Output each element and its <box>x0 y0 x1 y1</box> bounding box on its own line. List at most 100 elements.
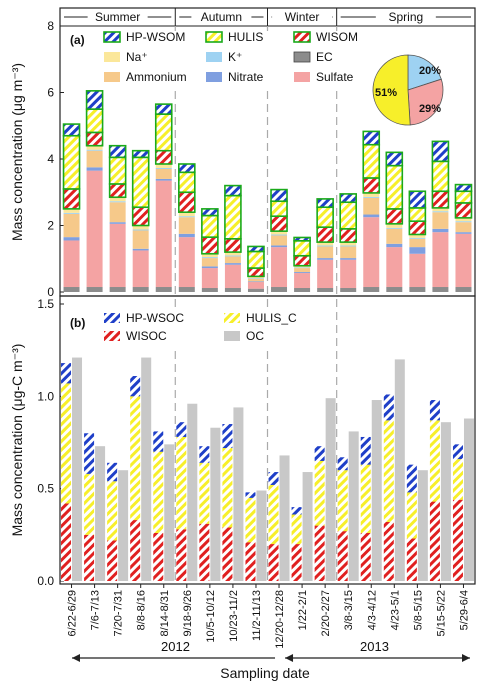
pie-slice-k <box>407 54 442 91</box>
bar-segment-ec <box>109 287 126 292</box>
bar-segment-ec <box>409 287 426 292</box>
bar-segment-hulisc <box>452 459 463 500</box>
bar-segment-nitrate <box>455 232 472 234</box>
bar-oc <box>394 359 405 581</box>
bar-segment-hpwsom <box>431 140 450 163</box>
bar-oc <box>210 427 221 581</box>
x-tick-label: 5/15-5/22 <box>435 590 447 636</box>
bar-segment-hulis <box>224 194 242 240</box>
y-tick-label: 8 <box>47 19 54 33</box>
x-tick-label: 2/20-2/27 <box>320 590 332 636</box>
legend-swatch-hulisc <box>224 313 240 323</box>
season-label: Autumn <box>201 10 242 24</box>
bar-segment-wisom <box>224 238 242 253</box>
year-arrows: 2012 2013 <box>72 639 470 662</box>
legend-box <box>98 309 328 349</box>
bar-segment-nitrate <box>432 228 449 233</box>
legend-swatch-hulis <box>205 31 223 43</box>
legend-swatch-nitrate <box>206 72 222 82</box>
bar-segment-hulisc <box>314 460 325 526</box>
legend-label-hulis: HULIS <box>228 30 263 44</box>
bar-segment-hulisc <box>383 420 394 522</box>
pie-slice-hulis <box>372 54 411 126</box>
x-tick-label: 4/3-4/12 <box>366 590 378 630</box>
bar-segment-na <box>178 212 195 217</box>
panel-b-frame <box>59 295 476 585</box>
bar-segment-sulfate <box>201 268 218 289</box>
panel-a: (a) Mass concentration (μg m⁻³) 0 2 4 6 8 Su… <box>9 7 476 584</box>
bar-segment-ec <box>271 287 288 292</box>
bar-segment-hulisc <box>130 396 141 521</box>
bar-segment-hpwsom <box>154 103 173 115</box>
bar-segment-ec <box>340 288 357 292</box>
bar-segment-hpwsom <box>293 236 311 242</box>
x-tick-label: 1/22-2/1 <box>297 590 309 630</box>
bar-segment-sulfate <box>132 250 149 288</box>
arrowhead <box>285 654 294 662</box>
legend-swatch-ammonium <box>104 72 120 82</box>
bar-segment-hpwsom <box>62 123 81 137</box>
bar-segment-wisoc <box>383 521 394 581</box>
bar-segment-wisoc <box>176 529 187 581</box>
bar-oc <box>440 422 451 581</box>
bar-segment-hulisc <box>406 492 417 539</box>
x-tick-label: 9/18-9/26 <box>182 590 194 636</box>
x-tick-label: 10/23-11/2 <box>228 590 240 642</box>
bar-segment-wisoc <box>268 544 279 581</box>
bar-oc <box>164 444 175 581</box>
bar-oc <box>302 472 313 581</box>
bar-segment-wisoc <box>245 542 256 581</box>
bar-segment-na <box>455 217 472 222</box>
bar-segment-wisoc <box>84 534 95 581</box>
x-tick-label: 5/29-6/4 <box>458 590 470 630</box>
panel-b-y-axis: 0.0 0.5 1.0 1.5 <box>37 297 64 588</box>
bar-segment-na <box>271 231 288 235</box>
bar-segment-k <box>271 234 288 236</box>
bar-segment-na <box>132 225 149 230</box>
legend-label-nitrate: Nitrate <box>228 70 264 84</box>
bar-segment-ammonium <box>363 197 380 215</box>
panel-b-ylabel: Mass concentration (μg-C m⁻³) <box>9 344 25 537</box>
bar-segment-ammonium <box>294 268 311 273</box>
bar-segment-hulis <box>385 164 404 210</box>
bar-segment-wisom <box>454 202 473 219</box>
bar-segment-wisoc <box>360 532 371 581</box>
bar-segment-wisoc <box>337 531 348 581</box>
bar-segment-nitrate <box>155 178 172 181</box>
bar-segment-ammonium <box>432 212 449 229</box>
bar-segment-sulfate <box>409 253 426 288</box>
y-tick-label: 1.5 <box>37 297 54 311</box>
bar-segment-ammonium <box>247 278 264 282</box>
bar-segment-ammonium <box>455 222 472 233</box>
bar-segment-wisoc <box>199 523 210 581</box>
bar-segment-nitrate <box>224 263 241 265</box>
bar-segment-nitrate <box>178 233 195 238</box>
x-tick-label: 8/8-8/16 <box>136 590 148 630</box>
bar-segment-k <box>155 167 172 169</box>
bar-segment-ammonium <box>340 246 357 259</box>
bar-segment-k <box>63 212 80 214</box>
bar-segment-ec <box>317 288 334 292</box>
bar-segment-hulisc <box>245 497 256 543</box>
bar-oc <box>95 446 106 581</box>
bar-segment-hpwsom <box>247 245 265 253</box>
bar-oc <box>233 407 244 581</box>
bar-segment-hpwsom <box>178 163 196 174</box>
bar-segment-hulisc <box>360 464 371 533</box>
bar-segment-sulfate <box>294 273 311 289</box>
legend-label-hpwsoc: HP-WSOC <box>126 311 184 325</box>
bar-segment-ammonium <box>86 150 103 168</box>
legend-swatch-ec <box>293 51 311 63</box>
bar-segment-ammonium <box>201 258 218 267</box>
bar-oc <box>118 470 129 581</box>
bar-segment-sulfate <box>63 240 80 288</box>
x-tick-label: 7/20-7/31 <box>113 590 125 636</box>
bar-segment-nitrate <box>109 222 126 224</box>
bar-segment-hpwsoc <box>452 444 463 460</box>
bar-segment-hulis <box>247 250 265 269</box>
bar-segment-hulis <box>154 113 173 152</box>
bar-segment-hpwsoc <box>222 424 233 449</box>
season-label: Summer <box>95 10 140 24</box>
bar-segment-hulisc <box>291 514 302 545</box>
bar-segment-hulis <box>454 190 473 204</box>
